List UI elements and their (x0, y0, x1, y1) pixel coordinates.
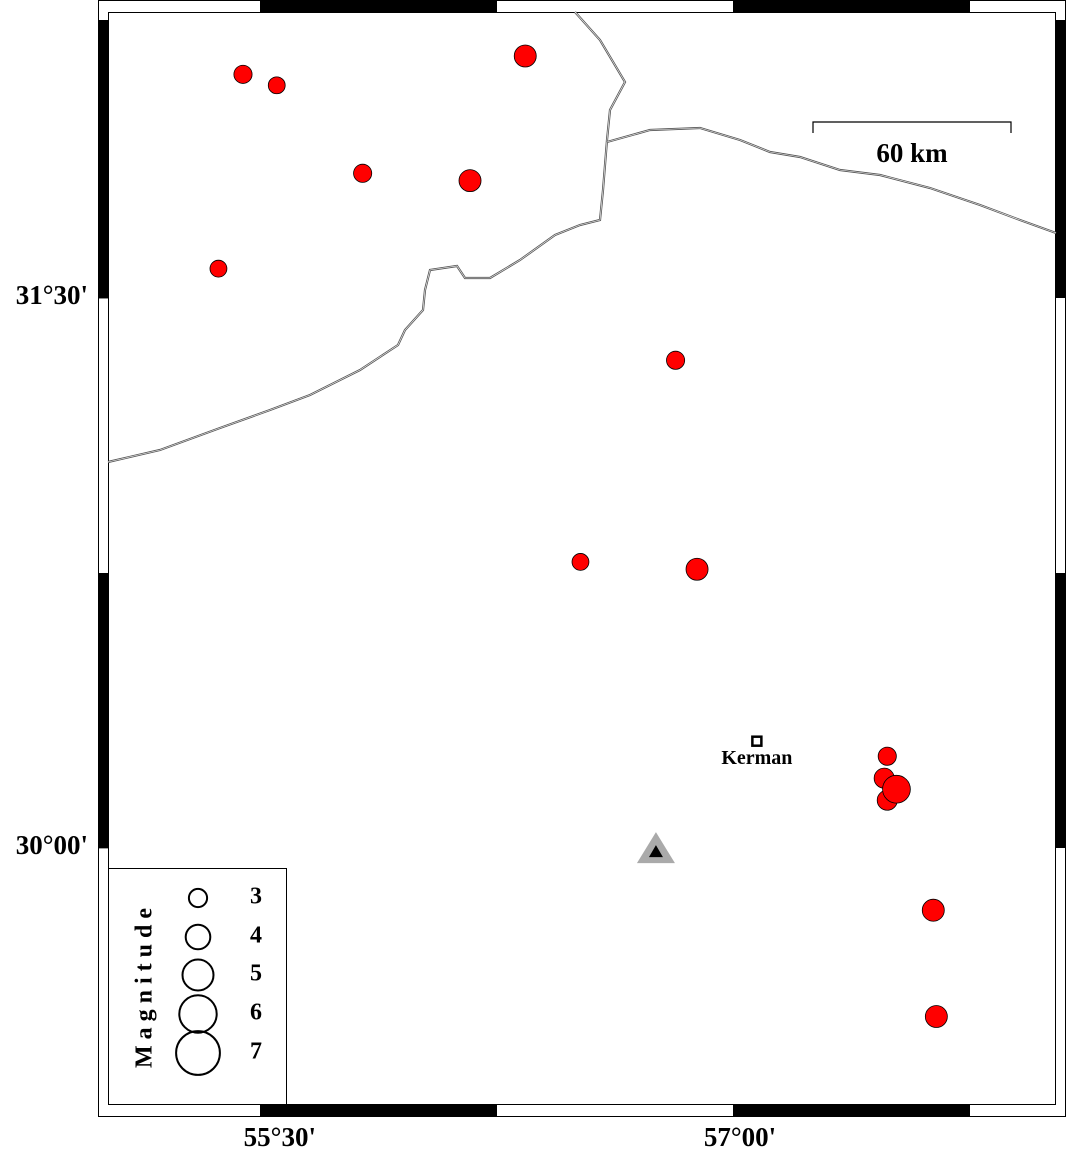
station-marker-inner (648, 845, 663, 858)
boundaries (107, 11, 1057, 464)
earthquake (882, 774, 911, 804)
earthquake (458, 169, 482, 193)
earthquake (877, 746, 897, 766)
y-tick-label: 30°00' (16, 830, 88, 860)
frame-bars (98, 0, 1066, 1117)
earthquake (353, 163, 373, 183)
legend-title: Magnitude (132, 902, 158, 1068)
y-tick-label: 31°30' (16, 280, 88, 310)
earthquake (233, 64, 253, 84)
legend-label: 3 (250, 884, 262, 910)
earthquake (924, 1005, 948, 1028)
legend-circle (187, 887, 209, 909)
earthquake (571, 553, 590, 571)
legend-circle (175, 1030, 221, 1076)
scale-bar-label: 60 km (876, 138, 948, 168)
legend-circle (184, 923, 212, 951)
legend-label: 6 (250, 1000, 262, 1026)
earthquake (685, 557, 709, 581)
legend-circle (181, 958, 215, 992)
legend-label: 4 (250, 923, 262, 949)
legend-circle (178, 994, 218, 1034)
earthquake (513, 44, 537, 68)
earthquake (209, 259, 228, 278)
x-tick-label: 57°00' (704, 1122, 776, 1152)
city-label: Kerman (721, 747, 792, 769)
earthquake (921, 898, 945, 922)
city-marker (751, 735, 763, 747)
earthquake (666, 350, 686, 370)
legend-label: 7 (250, 1039, 262, 1065)
legend-label: 5 (250, 961, 262, 987)
x-tick-label: 55°30' (244, 1122, 316, 1152)
earthquake (267, 76, 286, 95)
scale-bar (812, 121, 1012, 133)
